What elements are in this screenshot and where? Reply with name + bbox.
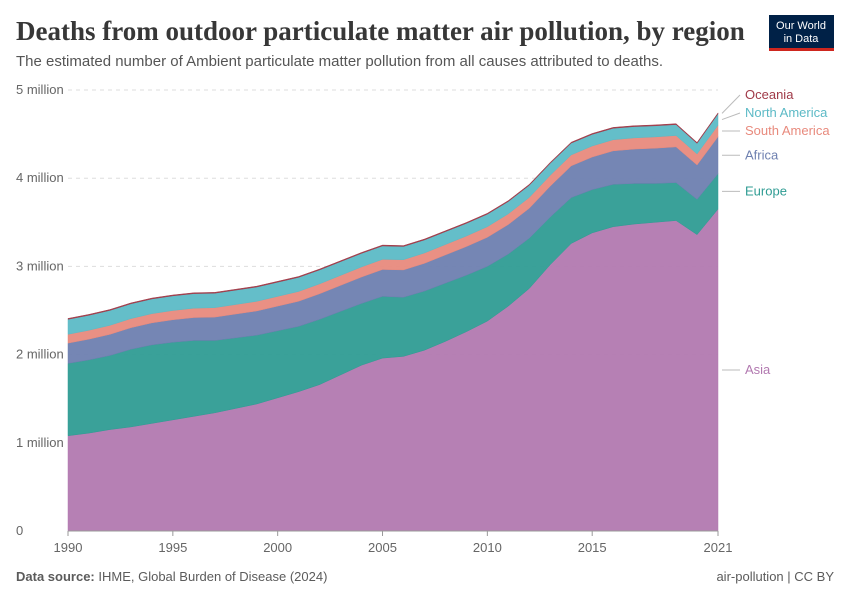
legend-label: Asia bbox=[745, 362, 771, 377]
x-tick-label: 2005 bbox=[368, 540, 397, 555]
x-tick-label: 2015 bbox=[578, 540, 607, 555]
y-tick-label: 2 million bbox=[16, 347, 64, 362]
legend-label: Europe bbox=[745, 183, 787, 198]
legend-connector bbox=[721, 112, 741, 121]
source-label: Data source: bbox=[16, 569, 95, 584]
legend-connector bbox=[721, 94, 741, 114]
legend-label: Oceania bbox=[745, 87, 794, 102]
x-tick-label: 2021 bbox=[704, 540, 733, 555]
y-tick-label: 5 million bbox=[16, 82, 64, 97]
area bbox=[67, 112, 719, 320]
y-tick-label: 3 million bbox=[16, 258, 64, 273]
logo-bar bbox=[769, 48, 834, 51]
legend-label: North America bbox=[745, 105, 828, 120]
source-text: IHME, Global Burden of Disease (2024) bbox=[98, 569, 327, 584]
y-tick-label: 1 million bbox=[16, 435, 64, 450]
chart-subtitle: The estimated number of Ambient particul… bbox=[16, 53, 663, 70]
logo-text: Our World bbox=[776, 20, 826, 32]
x-tick-label: 1995 bbox=[158, 540, 187, 555]
logo-text: in Data bbox=[784, 33, 820, 45]
chart-title: Deaths from outdoor particulate matter a… bbox=[16, 16, 745, 46]
x-tick-label: 2010 bbox=[473, 540, 502, 555]
logo[interactable]: Our World in Data bbox=[769, 15, 834, 51]
legend-label: Africa bbox=[745, 147, 779, 162]
y-tick-label: 0 bbox=[16, 523, 23, 538]
x-tick-label: 1990 bbox=[54, 540, 83, 555]
source: Data source: IHME, Global Burden of Dise… bbox=[16, 569, 327, 584]
legend-label: South America bbox=[745, 123, 830, 138]
y-tick-label: 4 million bbox=[16, 170, 64, 185]
x-tick-label: 2000 bbox=[263, 540, 292, 555]
footer-right: air-pollution | CC BY bbox=[716, 569, 834, 584]
logo-box bbox=[769, 15, 834, 50]
